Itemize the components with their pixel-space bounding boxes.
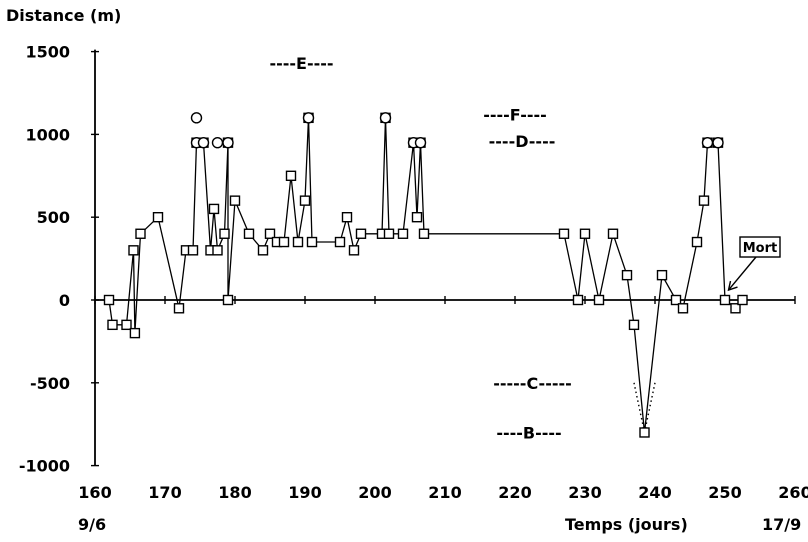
data-point bbox=[306, 236, 318, 248]
data-point bbox=[621, 269, 633, 281]
data-point bbox=[264, 228, 276, 239]
y-tick-label: 0 bbox=[59, 291, 70, 310]
band-F: ----F---- bbox=[483, 106, 547, 125]
data-point bbox=[278, 236, 290, 248]
x-tick-label: 240 bbox=[638, 483, 671, 502]
data-point bbox=[152, 211, 164, 223]
data-point bbox=[243, 228, 255, 239]
y-tick-label: -500 bbox=[30, 374, 70, 393]
data-point bbox=[334, 236, 346, 248]
x-tick-label: 260 bbox=[778, 483, 808, 502]
data-point bbox=[698, 195, 710, 206]
tick-labels: 160 170 180 190 200 210 220 230 240 250 260 -1000 -5… bbox=[19, 43, 808, 502]
data-point bbox=[670, 294, 682, 306]
y-tick-label: 1000 bbox=[25, 125, 70, 144]
data-point bbox=[229, 195, 241, 206]
x-tick-label: 200 bbox=[358, 483, 391, 502]
mort-box bbox=[739, 236, 781, 258]
x-tick-label: 160 bbox=[78, 483, 111, 502]
data-point bbox=[121, 319, 132, 331]
data-point bbox=[383, 228, 395, 239]
circle-point bbox=[414, 136, 427, 149]
y-tick-label: 500 bbox=[37, 208, 70, 227]
mort-arrow-head bbox=[727, 280, 738, 292]
data-point bbox=[212, 245, 223, 256]
date-end-label: 17/9 bbox=[762, 515, 802, 534]
data-point bbox=[355, 228, 367, 239]
circle-point bbox=[302, 112, 315, 124]
data-point bbox=[572, 294, 584, 306]
circle-point bbox=[712, 136, 724, 149]
data-point bbox=[135, 228, 146, 239]
circle-point bbox=[190, 112, 203, 124]
data-point bbox=[397, 228, 409, 239]
band-D: ----D---- bbox=[489, 132, 556, 151]
y-tick-label: 1500 bbox=[25, 43, 70, 62]
band-B: ----B---- bbox=[496, 423, 561, 442]
range-bands: ----E---- ----F---- ----D---- -----C----- --… bbox=[269, 54, 571, 442]
series-track bbox=[108, 117, 743, 433]
data-point bbox=[285, 170, 297, 182]
circle-point bbox=[379, 112, 392, 124]
data-point bbox=[730, 303, 741, 314]
data-point bbox=[292, 236, 304, 248]
axes bbox=[91, 49, 796, 467]
data-point bbox=[219, 228, 230, 239]
data-point bbox=[299, 195, 311, 206]
data-point bbox=[208, 203, 220, 215]
data-point bbox=[639, 427, 650, 438]
data-point bbox=[737, 294, 748, 306]
series-line bbox=[108, 117, 743, 433]
data-point bbox=[341, 211, 353, 223]
x-axis-label: Temps (jours) bbox=[565, 515, 688, 534]
x-tick-label: 180 bbox=[218, 483, 251, 502]
data-point bbox=[173, 303, 185, 314]
circle-point bbox=[197, 136, 210, 149]
dotted-segment bbox=[633, 382, 646, 433]
data-point bbox=[593, 294, 605, 306]
x-tick-label: 230 bbox=[568, 483, 601, 502]
y-axis-label: Distance (m) bbox=[6, 6, 122, 25]
data-point bbox=[103, 294, 115, 306]
point-markers bbox=[103, 112, 748, 438]
y-tick-label: -1000 bbox=[19, 457, 70, 476]
band-E: ----E---- bbox=[269, 54, 333, 73]
data-point bbox=[656, 269, 668, 281]
data-point bbox=[128, 245, 139, 256]
circle-point bbox=[222, 136, 234, 149]
mort-label: Mort bbox=[743, 241, 778, 256]
data-point bbox=[719, 294, 731, 306]
data-point bbox=[411, 211, 423, 223]
mort-annotation: Mort bbox=[727, 236, 781, 292]
band-C: -----C----- bbox=[493, 374, 572, 393]
data-point bbox=[129, 327, 141, 339]
x-tick-label: 250 bbox=[708, 483, 741, 502]
data-point bbox=[222, 294, 234, 306]
data-point bbox=[579, 228, 591, 239]
data-point bbox=[348, 245, 360, 256]
data-point bbox=[558, 228, 570, 239]
data-point bbox=[418, 228, 430, 239]
data-point bbox=[691, 236, 703, 248]
x-tick-label: 190 bbox=[288, 483, 321, 502]
circle-point bbox=[211, 136, 224, 149]
data-point bbox=[677, 303, 689, 314]
data-point bbox=[107, 319, 118, 331]
circle-point bbox=[701, 136, 714, 149]
x-tick-label: 170 bbox=[148, 483, 181, 502]
data-point bbox=[607, 228, 619, 239]
x-tick-label: 220 bbox=[498, 483, 531, 502]
x-tick-label: 210 bbox=[428, 483, 461, 502]
mort-arrow-line bbox=[727, 256, 757, 291]
date-start-label: 9/6 bbox=[78, 515, 107, 534]
data-point bbox=[628, 319, 640, 331]
data-point bbox=[257, 245, 269, 256]
data-point bbox=[187, 245, 199, 256]
